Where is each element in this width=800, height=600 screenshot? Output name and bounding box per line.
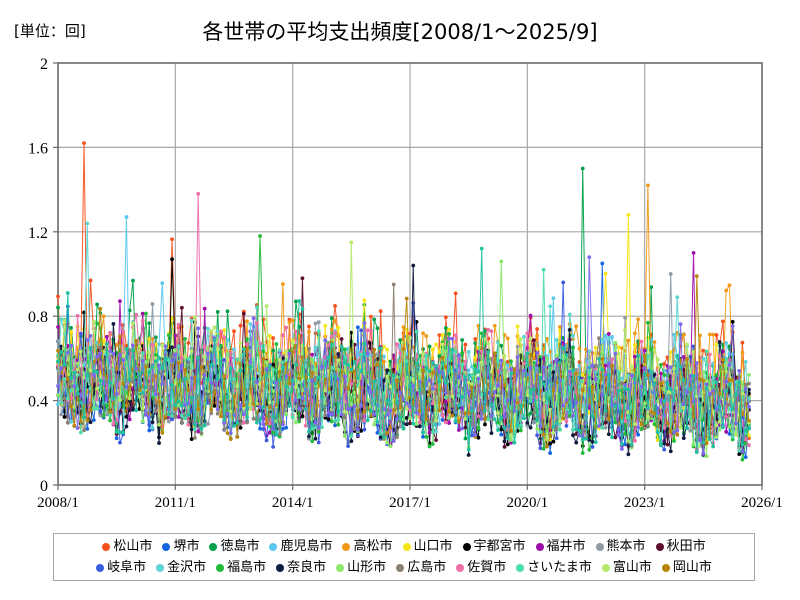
legend-marker-icon bbox=[655, 542, 664, 551]
legend-item[interactable]: 徳島市 bbox=[209, 540, 259, 553]
legend-marker-icon bbox=[162, 542, 171, 551]
legend-item[interactable]: 高松市 bbox=[342, 539, 393, 554]
legend-item[interactable]: 佐賀市 bbox=[456, 561, 506, 574]
svg-text:2020/1: 2020/1 bbox=[506, 495, 548, 511]
legend-marker-icon bbox=[535, 542, 544, 551]
legend-item[interactable]: 金沢市 bbox=[156, 561, 206, 574]
legend-item[interactable]: 福島市 bbox=[216, 561, 266, 574]
legend-item[interactable]: さいたま市 bbox=[516, 561, 592, 574]
svg-text:2026/1: 2026/1 bbox=[741, 495, 783, 511]
legend-label: 富山市 bbox=[612, 560, 652, 575]
legend-marker-icon bbox=[456, 563, 465, 572]
legend-marker-icon bbox=[342, 542, 351, 551]
legend-marker-icon bbox=[462, 542, 471, 551]
legend-marker-icon bbox=[402, 542, 411, 551]
legend-label: 堺市 bbox=[173, 539, 200, 554]
legend-marker-icon bbox=[595, 542, 604, 551]
svg-text:1.6: 1.6 bbox=[28, 140, 48, 157]
series-21 bbox=[56, 246, 751, 455]
svg-text:2017/1: 2017/1 bbox=[389, 495, 431, 511]
legend-item[interactable]: 福井市 bbox=[535, 539, 586, 554]
legend-row-2: 岐阜市 金沢市 福島市 奈良市 山形市 広島市 佐賀市 さいたま市 富山市 岡山市 bbox=[58, 557, 750, 578]
svg-text:0: 0 bbox=[40, 478, 48, 495]
legend-label: 宇都宮市 bbox=[473, 539, 526, 554]
legend-item[interactable]: 奈良市 bbox=[276, 561, 326, 574]
legend-marker-icon bbox=[661, 563, 670, 572]
legend-label: 鹿児島市 bbox=[280, 539, 333, 554]
legend-marker-icon bbox=[336, 563, 345, 572]
legend-marker-icon bbox=[601, 563, 610, 572]
page-title: 各世帯の平均支出頻度[2008/1～2025/9] bbox=[202, 20, 598, 44]
legend-item[interactable]: 鹿児島市 bbox=[269, 540, 332, 553]
legend-item[interactable]: 山形市 bbox=[336, 561, 386, 574]
legend-label: 徳島市 bbox=[220, 539, 260, 554]
svg-text:2011/1: 2011/1 bbox=[155, 495, 196, 511]
legend-label: 山形市 bbox=[347, 560, 387, 575]
legend-item[interactable]: 岐阜市 bbox=[96, 561, 146, 574]
chart-legend: 松山市 堺市 徳島市 鹿児島市 高松市 山口市 宇都宮市 福井市 熊本市 秋田市 岐阜市 金沢市 福島… bbox=[53, 533, 755, 581]
legend-label: 高松市 bbox=[353, 539, 393, 554]
legend-item[interactable]: 広島市 bbox=[396, 561, 446, 574]
legend-marker-icon bbox=[396, 563, 405, 572]
legend-label: 熊本市 bbox=[606, 539, 646, 554]
legend-label: 福島市 bbox=[227, 560, 267, 575]
legend-marker-icon bbox=[276, 563, 285, 572]
legend-label: 奈良市 bbox=[287, 560, 327, 575]
legend-item[interactable]: 秋田市 bbox=[655, 539, 706, 554]
svg-text:2008/1: 2008/1 bbox=[37, 495, 79, 511]
legend-item[interactable]: 宇都宮市 bbox=[462, 539, 526, 554]
legend-item[interactable]: 岡山市 bbox=[661, 560, 712, 575]
legend-label: 佐賀市 bbox=[467, 560, 507, 575]
unit-label: [単位：回] bbox=[14, 22, 86, 40]
svg-text:0.4: 0.4 bbox=[28, 394, 48, 411]
legend-marker-icon bbox=[156, 563, 165, 572]
legend-label: 福井市 bbox=[546, 539, 586, 554]
svg-text:2023/1: 2023/1 bbox=[624, 495, 666, 511]
legend-marker-icon bbox=[209, 542, 218, 551]
legend-row-1: 松山市 堺市 徳島市 鹿児島市 高松市 山口市 宇都宮市 福井市 熊本市 秋田市 bbox=[58, 536, 750, 557]
legend-label: 山口市 bbox=[413, 539, 453, 554]
legend-item[interactable]: 富山市 bbox=[601, 560, 652, 575]
legend-item[interactable]: 熊本市 bbox=[595, 539, 646, 554]
legend-item[interactable]: 山口市 bbox=[402, 539, 453, 554]
svg-text:1.2: 1.2 bbox=[28, 225, 48, 242]
legend-label: 金沢市 bbox=[167, 560, 207, 575]
legend-marker-icon bbox=[102, 542, 111, 551]
legend-label: さいたま市 bbox=[527, 560, 592, 575]
legend-marker-icon bbox=[269, 542, 278, 551]
svg-text:2014/1: 2014/1 bbox=[272, 495, 314, 511]
legend-label: 秋田市 bbox=[666, 539, 706, 554]
legend-label: 松山市 bbox=[113, 539, 153, 554]
legend-marker-icon bbox=[216, 563, 225, 572]
legend-marker-icon bbox=[516, 563, 525, 572]
legend-item[interactable]: 堺市 bbox=[162, 540, 199, 553]
legend-label: 広島市 bbox=[407, 560, 447, 575]
legend-marker-icon bbox=[96, 563, 105, 572]
legend-label: 岡山市 bbox=[672, 560, 712, 575]
svg-text:2: 2 bbox=[40, 56, 48, 73]
legend-label: 岐阜市 bbox=[107, 560, 147, 575]
legend-item[interactable]: 松山市 bbox=[102, 540, 152, 553]
svg-text:0.8: 0.8 bbox=[28, 309, 48, 326]
